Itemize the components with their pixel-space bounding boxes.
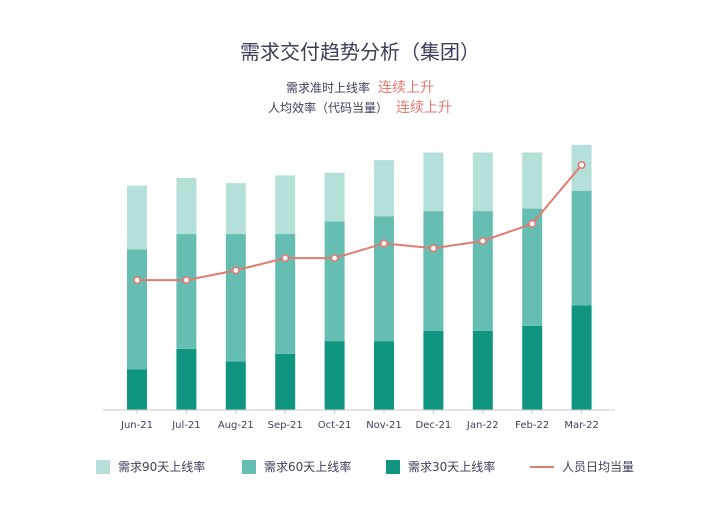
- bar-segment-90: [176, 177, 197, 235]
- legend: 需求90天上线率 需求60天上线率 需求30天上线率 人员日均当量: [0, 458, 720, 478]
- bar-segment-90: [127, 185, 147, 250]
- bar-segment-30: [423, 330, 444, 410]
- legend-item-90: 需求90天上线率: [96, 458, 205, 475]
- x-tick-label: Aug-21: [218, 420, 254, 431]
- bar-segment-90: [275, 175, 296, 235]
- legend-item-line: 人员日均当量: [530, 458, 634, 475]
- chart-title: 需求交付趋势分析（集团）: [240, 40, 480, 64]
- x-tick-label: Feb-22: [515, 420, 549, 431]
- legend-swatch-60: [242, 459, 256, 474]
- line-point: [133, 276, 142, 285]
- note-label: 人均效率（代码当量）: [267, 101, 388, 115]
- bar-segment-90: [522, 152, 543, 209]
- bar-segment-30: [472, 330, 493, 410]
- bar-segment-60: [374, 216, 394, 342]
- bar-segment-60: [423, 211, 444, 331]
- x-tick-label: Jul-21: [171, 420, 200, 431]
- line-point: [577, 161, 586, 170]
- bar-segment-60: [176, 234, 197, 349]
- x-tick-label: Jun-21: [120, 420, 153, 431]
- bar-segment-60: [225, 234, 246, 362]
- legend-item-60: 需求60天上线率: [242, 458, 351, 475]
- bar-segment-30: [127, 369, 147, 410]
- bar-segment-60: [275, 234, 296, 354]
- x-tick-label: Oct-21: [318, 420, 352, 431]
- line-point: [281, 254, 290, 263]
- line-point: [330, 254, 339, 263]
- note-tag: 连续上升: [396, 100, 452, 116]
- line-point: [231, 266, 240, 275]
- bar-segment-30: [324, 341, 345, 410]
- efficiency-note: 人均效率（代码当量） 连续上升: [0, 97, 720, 117]
- bar-segment-60: [522, 208, 543, 326]
- note-label: 需求准时上线率: [285, 81, 370, 95]
- note-tag: 连续上升: [378, 80, 434, 96]
- legend-swatch-90: [96, 459, 110, 474]
- x-tick-label: Sep-21: [268, 420, 303, 431]
- on-time-rate-note: 需求准时上线率 连续上升: [0, 77, 720, 97]
- legend-label-90: 需求90天上线率: [118, 460, 206, 474]
- line-point: [379, 239, 388, 248]
- legend-swatch-line: [530, 465, 554, 468]
- bar-segment-90: [423, 152, 444, 212]
- bar-segment-30: [522, 325, 543, 410]
- x-tick-label: Jan-22: [466, 420, 499, 431]
- line-point: [478, 236, 487, 245]
- line-point: [528, 219, 537, 228]
- x-tick-label: Mar-22: [564, 420, 599, 431]
- bar-segment-90: [324, 172, 345, 222]
- bar-segment-90: [374, 160, 394, 217]
- x-tick-label: Nov-21: [366, 420, 402, 431]
- bar-segment-30: [275, 353, 296, 410]
- bar-segment-30: [176, 348, 197, 410]
- legend-label-60: 需求60天上线率: [264, 460, 352, 474]
- bar-segment-60: [571, 190, 592, 306]
- bar-segment-30: [571, 305, 592, 410]
- legend-label-line: 人员日均当量: [562, 460, 635, 474]
- bar-segment-60: [472, 211, 493, 331]
- legend-swatch-30: [386, 459, 400, 474]
- bar-segment-90: [472, 152, 493, 212]
- legend-label-30: 需求30天上线率: [408, 460, 496, 474]
- legend-item-30: 需求30天上线率: [386, 458, 495, 475]
- bar-segment-60: [127, 249, 147, 370]
- line-point: [182, 276, 191, 285]
- bar-segment-90: [225, 183, 246, 235]
- line-series: [137, 164, 583, 282]
- line-point: [429, 244, 438, 253]
- bar-segment-60: [324, 221, 345, 342]
- bar-segment-30: [225, 361, 246, 410]
- bar-segment-30: [374, 341, 394, 410]
- x-tick-label: Dec-21: [416, 420, 452, 431]
